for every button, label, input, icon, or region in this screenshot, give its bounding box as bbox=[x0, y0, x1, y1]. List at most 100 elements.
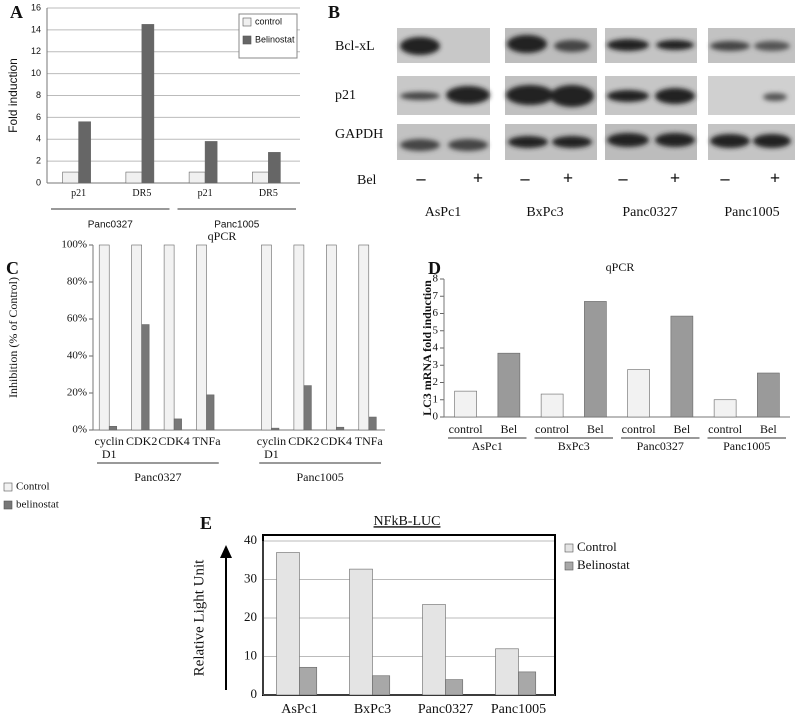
panel-letter: C bbox=[6, 258, 19, 278]
x-tick-label: Panc1005 bbox=[490, 703, 547, 717]
x-tick-label-box: p21 bbox=[71, 189, 87, 199]
legend-swatch bbox=[564, 543, 574, 553]
x-tick-label-box: Bel bbox=[500, 423, 518, 436]
bar bbox=[299, 666, 318, 696]
x-tick-label: p21 bbox=[71, 189, 87, 199]
sign: – bbox=[416, 168, 427, 188]
chart-title: NFkB-LUC bbox=[374, 514, 441, 529]
panel-letter: A bbox=[10, 2, 23, 22]
x-tick-label-box: control bbox=[535, 423, 570, 436]
bar bbox=[173, 418, 182, 431]
y-tick-label: 100% bbox=[61, 239, 87, 251]
y-tick-label: 5 bbox=[433, 324, 439, 336]
y-tick-label: 0 bbox=[36, 177, 41, 187]
arrow-head bbox=[220, 545, 232, 558]
y-tick-label: 10 bbox=[244, 647, 257, 662]
group-label: Panc1005 bbox=[214, 220, 259, 231]
y-tick-label: 3 bbox=[433, 359, 439, 371]
x-tick-label-box: TNFa bbox=[192, 435, 221, 448]
bar bbox=[131, 244, 142, 431]
bar bbox=[252, 171, 269, 184]
blot-bands bbox=[400, 35, 791, 151]
bar bbox=[276, 552, 300, 696]
y-tick-label: 0 bbox=[251, 686, 258, 701]
x-tick-label: control bbox=[708, 423, 743, 436]
y-tick-label: 60% bbox=[67, 313, 87, 325]
sign: + bbox=[770, 168, 780, 188]
x-tick-label-box: CDK2 bbox=[288, 435, 320, 448]
x-tick-label: control bbox=[535, 423, 570, 436]
legend-label: control bbox=[255, 16, 282, 26]
legend-swatch bbox=[242, 17, 252, 27]
y-tick-label: 7 bbox=[433, 290, 439, 302]
bar bbox=[368, 416, 377, 431]
blot-row-label: GAPDH bbox=[335, 127, 383, 142]
x-tick-label: control bbox=[448, 423, 483, 436]
bar bbox=[713, 399, 737, 418]
bar bbox=[271, 427, 280, 431]
x-tick-label: CDK2 bbox=[125, 435, 158, 448]
y-tick-label: 30 bbox=[244, 570, 257, 585]
bar bbox=[349, 568, 373, 696]
y-axis-label: Fold induction bbox=[6, 58, 20, 133]
y-tick-label: 1 bbox=[433, 393, 439, 405]
bar bbox=[326, 244, 337, 431]
bar bbox=[293, 244, 305, 431]
bar bbox=[584, 301, 607, 418]
x-tick-label: cyclin D1 bbox=[256, 435, 287, 461]
y-tick-label: 2 bbox=[433, 376, 439, 388]
x-tick-label-box: Bel bbox=[760, 423, 777, 436]
y-axis-label: Relative Light Unit bbox=[191, 559, 207, 676]
x-tick-label-box: Bel bbox=[674, 423, 691, 435]
bar bbox=[540, 393, 564, 418]
group-label: Panc0327 bbox=[637, 439, 684, 453]
group-label: Panc0327 bbox=[88, 220, 133, 231]
group-label: Panc1005 bbox=[296, 470, 343, 484]
y-tick-label: 0% bbox=[72, 424, 87, 436]
x-tick-label-box: CDK4 bbox=[158, 435, 189, 447]
y-tick-label: 8 bbox=[433, 273, 439, 285]
bar bbox=[188, 171, 206, 184]
cell-line: BxPc3 bbox=[526, 205, 563, 220]
y-axis-label: LC3 mRNA fold induction bbox=[420, 280, 434, 416]
x-tick-label-box: cyclin D1 bbox=[95, 435, 124, 460]
bar bbox=[125, 171, 143, 184]
legend-swatch bbox=[564, 561, 574, 571]
sign: + bbox=[670, 168, 680, 188]
y-tick-label: 4 bbox=[433, 342, 439, 354]
y-tick-label: 10 bbox=[31, 68, 41, 78]
bar bbox=[627, 369, 650, 418]
x-tick-label: DR5 bbox=[132, 189, 152, 199]
bar bbox=[518, 671, 537, 696]
x-tick-label: TNFa bbox=[192, 435, 221, 448]
x-tick-label-box: Bel bbox=[587, 423, 604, 435]
bar bbox=[268, 152, 281, 184]
panel-letter: B bbox=[328, 2, 340, 22]
x-tick-label-box: control bbox=[708, 423, 743, 436]
bar bbox=[422, 604, 446, 696]
x-tick-label: Panc0327 bbox=[417, 703, 474, 717]
sign: + bbox=[473, 168, 483, 188]
bar bbox=[372, 675, 391, 696]
x-tick-label-box: cyclin D1 bbox=[256, 435, 287, 461]
bar bbox=[454, 390, 477, 418]
sign: – bbox=[520, 168, 531, 188]
x-tick-label: Bel bbox=[500, 423, 518, 436]
legend-swatch bbox=[3, 500, 13, 510]
x-tick-label: p21 bbox=[197, 189, 213, 199]
bar bbox=[358, 244, 370, 431]
x-tick-label: BxPc3 bbox=[353, 703, 392, 717]
treatment-label: Bel bbox=[357, 173, 377, 188]
bar bbox=[757, 372, 780, 418]
y-tick-label: 40% bbox=[67, 350, 87, 362]
x-tick-label: AsPc1 bbox=[281, 703, 318, 717]
x-tick-label: CDK2 bbox=[288, 435, 320, 448]
y-axis-label: Inhibition (% of Control) bbox=[6, 277, 20, 398]
x-tick-label: control bbox=[621, 423, 656, 436]
y-tick-label: 14 bbox=[31, 24, 41, 34]
x-tick-label-box: TNFa bbox=[355, 435, 383, 447]
bar bbox=[78, 121, 91, 184]
bar bbox=[206, 394, 215, 431]
x-tick-label: Bel bbox=[760, 423, 777, 436]
bar bbox=[163, 244, 175, 431]
